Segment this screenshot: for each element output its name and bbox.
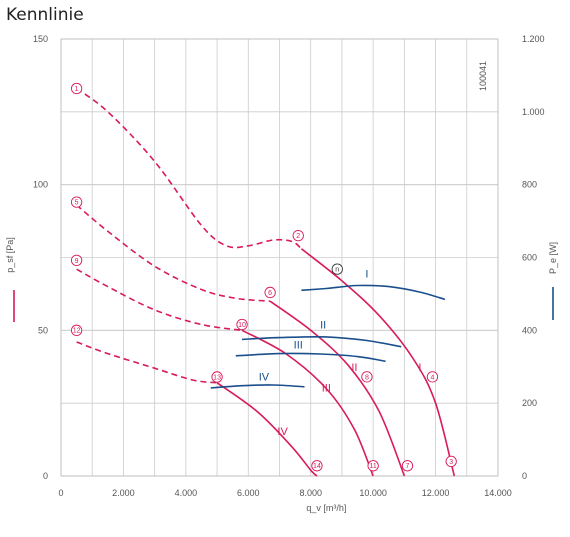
y-left-tick-label: 100 <box>33 180 48 190</box>
operating-point-marker <box>367 460 379 472</box>
x-tick-label: 4.000 <box>175 488 198 498</box>
operating-point-marker <box>292 229 304 242</box>
operating-point-label: 12 <box>73 328 81 335</box>
operating-point-marker <box>70 254 83 267</box>
operating-point-label: n <box>335 267 339 274</box>
x-tick-label: 6.000 <box>237 488 260 498</box>
power-curve-label: IV <box>259 372 270 384</box>
power-curve-II <box>241 335 402 348</box>
operating-point-label: 11 <box>370 463 377 470</box>
operating-point-label: 1 <box>75 86 79 93</box>
pressure-curve-dashed-4 <box>76 341 218 384</box>
y-right-tick-label: 600 <box>522 253 537 263</box>
operating-point-marker <box>311 460 323 472</box>
y-left-tick-label: 150 <box>33 34 48 44</box>
operating-point-marker <box>70 82 83 95</box>
axes: 0 2.000 4.000 6.000 8.000 10.000 12.000 14.000 0… <box>5 34 558 513</box>
pressure-curve-dashed-3 <box>76 268 243 332</box>
operating-point-marker <box>236 318 248 331</box>
operating-point-label: 6 <box>268 290 272 297</box>
operating-point-marker <box>401 460 414 472</box>
power-curve-label: III <box>294 340 303 352</box>
y-right-tick-label: 1.200 <box>522 34 545 44</box>
operating-point-label: 5 <box>75 200 79 207</box>
y-right-tick-label: 1.000 <box>522 107 545 117</box>
power-curve-I <box>301 284 446 301</box>
operating-point-marker <box>445 455 457 468</box>
operating-point-label: 2 <box>296 233 300 240</box>
operating-point-marker <box>70 324 83 336</box>
operating-point-label: 13 <box>213 374 221 381</box>
x-tick-label: 10.000 <box>359 488 387 498</box>
pressure-curve-dashed-2 <box>76 204 271 302</box>
y-left-axis-label: p_sf [Pa] <box>5 237 15 273</box>
curve-point-label: 8 <box>365 374 369 381</box>
curve-point-label: 4 <box>430 374 434 381</box>
y-right-axis-label: P_e [W] <box>548 242 558 274</box>
x-tick-label: 2.000 <box>112 488 135 498</box>
operating-point-marker <box>264 286 276 299</box>
power-curve-label: II <box>320 320 326 332</box>
pressure-curve-solid-4 <box>216 382 318 477</box>
diagram-id: 100041 <box>478 61 488 91</box>
curve-point-marker <box>426 371 439 383</box>
pressure-curve-label: IV <box>277 426 288 438</box>
power-curves <box>210 284 446 389</box>
pressure-curve-label: I <box>418 362 421 374</box>
y-right-tick-label: 200 <box>522 398 537 408</box>
curve-point-marker <box>361 371 373 383</box>
y-right-tick-label: 0 <box>522 471 527 481</box>
pressure-curve-solid-1 <box>300 248 456 477</box>
x-tick-label: 14.000 <box>484 488 512 498</box>
pressure-curve-label: II <box>351 362 357 374</box>
operating-point-marker <box>70 196 83 208</box>
operating-point-label: 3 <box>449 459 453 466</box>
operating-point-label: 9 <box>75 258 79 265</box>
y-right-tick-label: 800 <box>522 180 537 190</box>
y-left-tick-label: 50 <box>38 325 48 335</box>
grid <box>60 38 499 477</box>
y-right-tick-label: 400 <box>522 325 537 335</box>
plot-frame <box>60 38 499 477</box>
x-tick-label: 0 <box>58 488 63 498</box>
x-tick-label: 12.000 <box>422 488 450 498</box>
operating-point-label: 7 <box>406 463 410 470</box>
power-curve-III <box>235 352 386 363</box>
x-axis-label: q_v [m³/h] <box>306 503 346 513</box>
pressure-curve-solid-2 <box>269 300 406 477</box>
chart-title: Kennlinie <box>6 5 84 25</box>
operating-point-label: 10 <box>238 322 246 329</box>
power-curve-label: I <box>365 269 368 281</box>
x-tick-label: 8.000 <box>299 488 322 498</box>
operating-point-marker <box>331 263 343 275</box>
pressure-curve-label: III <box>322 383 331 395</box>
pressure-curve-dashed-1 <box>76 87 302 250</box>
operating-point-label: 14 <box>313 463 321 470</box>
power-curve-IV <box>210 384 305 389</box>
pressure-curve-solid-3 <box>241 329 374 477</box>
y-left-tick-label: 0 <box>43 471 48 481</box>
operating-point-marker <box>211 371 223 383</box>
